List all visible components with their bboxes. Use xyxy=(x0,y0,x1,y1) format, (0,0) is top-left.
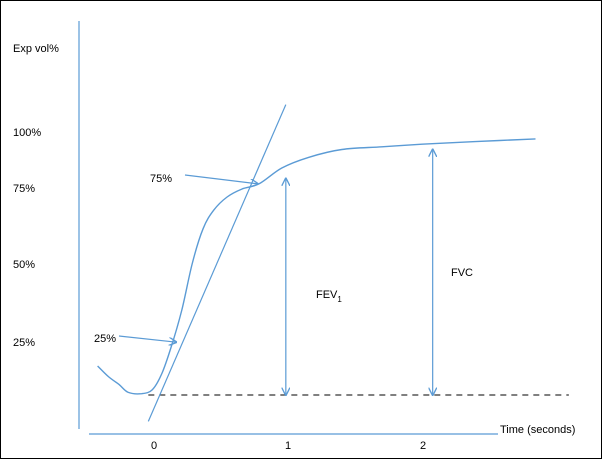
annotation-label-75: 75% xyxy=(150,173,172,185)
y-tick-label: 25% xyxy=(13,337,35,349)
x-tick-label: 0 xyxy=(151,440,157,452)
y-axis-label: Exp vol% xyxy=(13,43,59,55)
y-tick-label: 50% xyxy=(13,259,35,271)
x-tick-label: 2 xyxy=(420,440,426,452)
fev1-label: FEV1 xyxy=(316,289,342,304)
annotation-arrow-75 xyxy=(184,174,258,184)
y-tick-label: 100% xyxy=(13,127,41,139)
tangent-line xyxy=(147,104,287,422)
series-line xyxy=(97,138,536,395)
annotation-arrow-25 xyxy=(118,335,176,342)
fvc-label: FVC xyxy=(451,267,473,279)
annotation-label-25: 25% xyxy=(94,333,116,345)
x-tick-label: 1 xyxy=(285,440,291,452)
x-axis-label: Time (seconds) xyxy=(500,424,575,436)
y-tick-label: 75% xyxy=(13,183,35,195)
